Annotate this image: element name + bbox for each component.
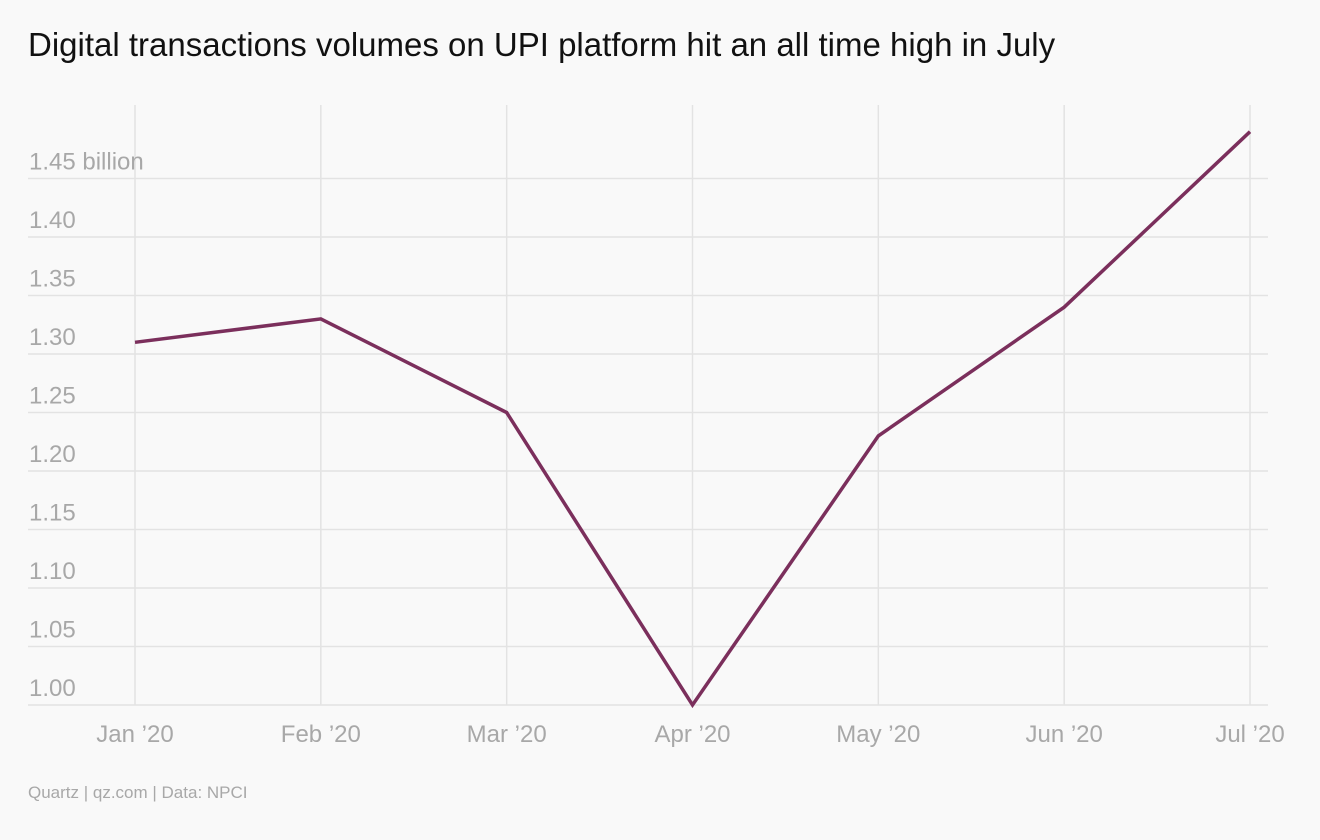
vertical-gridlines [134,105,1251,705]
series-group [134,130,1252,709]
x-axis-ticks: Jan ’20 Feb ’20 Mar ’20 Apr ’20 May ’20 Jun ’… [96,721,1284,748]
y-tick-label: 1.30 [29,324,76,351]
y-tick-label: 1.35 [29,266,76,293]
y-tick-label: 1.45 billion [29,149,144,176]
y-tick-label: 1.25 [29,383,76,410]
x-tick-label: Mar ’20 [467,721,547,748]
y-tick-label: 1.20 [29,441,76,468]
y-tick-label: 1.10 [29,558,76,585]
y-tick-label: 1.40 [29,207,76,234]
x-tick-label: May ’20 [836,721,920,748]
x-tick-label: Jan ’20 [96,721,173,748]
x-tick-label: Apr ’20 [654,721,730,748]
y-tick-label: 1.05 [29,617,76,644]
series-line [134,130,1252,709]
horizontal-gridlines [28,177,1268,706]
y-tick-label: 1.00 [29,675,76,702]
chart-title: Digital transactions volumes on UPI plat… [28,26,1056,63]
x-tick-label: Jul ’20 [1215,721,1284,748]
source-footer: Quartz | qz.com | Data: NPCI [28,783,248,802]
x-tick-label: Feb ’20 [281,721,361,748]
y-tick-label: 1.15 [29,500,76,527]
x-tick-label: Jun ’20 [1025,721,1102,748]
y-axis-ticks: 1.00 1.05 1.10 1.15 1.20 1.25 1.30 1.35 1.40 1.45… [29,149,144,703]
